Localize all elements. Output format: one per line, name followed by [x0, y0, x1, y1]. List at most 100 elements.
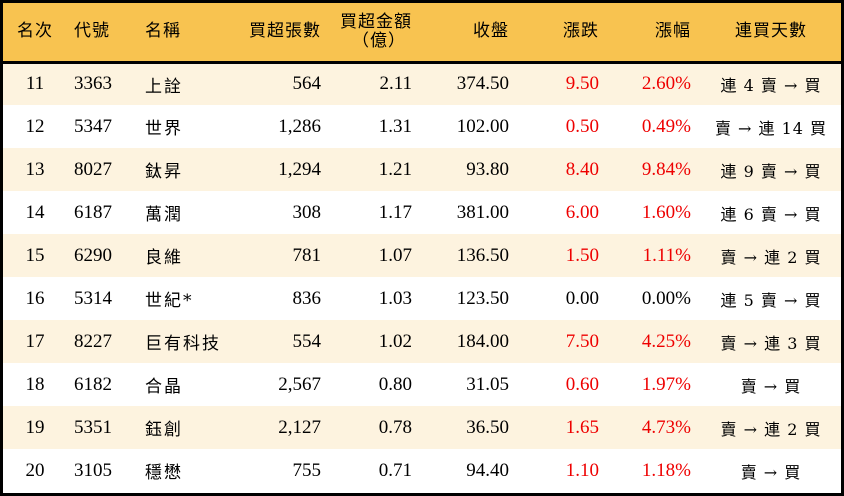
close-cell: 123.50 — [456, 287, 509, 309]
table-row: 18 6182 合晶 2,567 0.80 31.05 0.60 1.97% 賣… — [3, 363, 841, 406]
rank-cell: 16 — [25, 287, 45, 309]
header-row: 名次 代號 名稱 買超張數 買超金額 （億） 收盤 漲跌 漲幅 連買天數 — [3, 3, 841, 62]
header-code: 代號 — [74, 21, 110, 42]
net-buy-amount-cell: 1.31 — [378, 115, 412, 137]
table-row: 16 5314 世紀* 836 1.03 123.50 0.00 0.00% 連… — [3, 277, 841, 320]
change-pct-cell: 1.60% — [641, 201, 691, 223]
header-rank: 名次 — [17, 21, 53, 42]
header-close: 收盤 — [473, 21, 509, 42]
net-buy-amount-cell: 0.78 — [378, 416, 412, 438]
table-row: 13 8027 鈦昇 1,294 1.21 93.80 8.40 9.84% 連… — [3, 148, 841, 191]
rank-cell: 18 — [25, 373, 45, 395]
change-pct-cell: 1.11% — [642, 244, 691, 266]
net-buy-lots-cell: 2,567 — [278, 373, 321, 395]
streak-cell: 連 6 賣 → 買 — [720, 204, 822, 224]
close-cell: 102.00 — [456, 115, 509, 137]
code-cell: 5347 — [74, 115, 112, 137]
header-net-buy-amount: 買超金額 （億） — [323, 3, 418, 62]
net-buy-lots-cell: 781 — [292, 244, 322, 266]
streak-cell: 賣 → 連 3 買 — [720, 333, 822, 353]
change-cell: 1.50 — [565, 244, 599, 266]
table-row: 19 5351 鈺創 2,127 0.78 36.50 1.65 4.73% 賣… — [3, 406, 841, 449]
rank-cell: 19 — [25, 416, 45, 438]
close-cell: 381.00 — [456, 201, 509, 223]
net-buy-amount-cell: 1.17 — [378, 201, 412, 223]
table-row: 12 5347 世界 1,286 1.31 102.00 0.50 0.49% … — [3, 105, 841, 148]
code-cell: 3105 — [74, 459, 112, 481]
close-cell: 94.40 — [466, 459, 509, 481]
streak-cell: 賣 → 連 2 買 — [720, 419, 822, 439]
name-cell: 上詮 — [145, 76, 183, 97]
code-cell: 6187 — [74, 201, 112, 223]
code-cell: 8027 — [74, 158, 112, 180]
rank-cell: 13 — [25, 158, 45, 180]
change-pct-cell: 4.73% — [641, 416, 691, 438]
net-buy-amount-cell: 2.11 — [379, 73, 412, 95]
rank-cell: 15 — [25, 244, 45, 266]
net-buy-amount-cell: 0.71 — [378, 459, 412, 481]
name-cell: 穩懋 — [145, 463, 183, 483]
header-name: 名稱 — [145, 21, 181, 42]
code-cell: 8227 — [74, 330, 112, 352]
name-cell: 鈦昇 — [145, 162, 183, 182]
net-buy-lots-cell: 836 — [292, 287, 322, 309]
net-buy-lots-cell: 564 — [292, 73, 322, 95]
header-streak: 連買天數 — [735, 21, 807, 42]
change-cell: 7.50 — [565, 330, 599, 352]
name-cell: 合晶 — [145, 377, 183, 397]
streak-cell: 賣 → 買 — [740, 462, 802, 482]
code-cell: 5351 — [74, 416, 112, 438]
header-net-buy-amount-line1: 買超金額 — [340, 11, 412, 32]
rank-cell: 20 — [25, 459, 45, 481]
code-cell: 6182 — [74, 373, 112, 395]
change-pct-cell: 0.49% — [641, 115, 691, 137]
table-row: 15 6290 良維 781 1.07 136.50 1.50 1.11% 賣 … — [3, 234, 841, 277]
code-cell: 5314 — [74, 287, 112, 309]
header-net-buy-lots: 買超張數 — [249, 21, 321, 42]
name-cell: 世界 — [145, 119, 183, 139]
change-pct-cell: 0.00% — [641, 287, 691, 309]
name-cell: 鈺創 — [145, 420, 183, 440]
change-pct-cell: 1.18% — [641, 459, 691, 481]
name-cell: 世紀* — [145, 291, 194, 311]
change-cell: 0.00 — [565, 287, 599, 309]
code-cell: 6290 — [74, 244, 112, 266]
code-cell: 3363 — [74, 73, 112, 95]
net-buy-lots-cell: 2,127 — [278, 416, 321, 438]
name-cell: 巨有科技 — [145, 334, 221, 354]
net-buy-lots-cell: 554 — [292, 330, 322, 352]
net-buy-amount-cell: 1.21 — [378, 158, 412, 180]
net-buy-amount-cell: 1.07 — [378, 244, 412, 266]
change-cell: 1.65 — [565, 416, 599, 438]
name-cell: 良維 — [145, 248, 183, 268]
header-net-buy-amount-line2: （億） — [352, 30, 406, 51]
change-pct-cell: 4.25% — [641, 330, 691, 352]
change-pct-cell: 2.60% — [641, 73, 691, 95]
streak-cell: 連 9 賣 → 買 — [720, 161, 822, 181]
net-buy-ranking-table: 名次 代號 名稱 買超張數 買超金額 （億） 收盤 漲跌 漲幅 連買天數 11 … — [3, 3, 841, 492]
close-cell: 374.50 — [456, 73, 509, 95]
change-cell: 8.40 — [565, 158, 599, 180]
streak-cell: 賣 → 連 2 買 — [720, 247, 822, 267]
change-cell: 6.00 — [565, 201, 599, 223]
table-row: 11 3363 上詮 564 2.11 374.50 9.50 2.60% 連 … — [3, 62, 841, 105]
close-cell: 93.80 — [466, 158, 509, 180]
header-change-pct: 漲幅 — [655, 21, 691, 42]
rank-cell: 12 — [25, 115, 45, 137]
change-pct-cell: 9.84% — [641, 158, 691, 180]
rank-cell: 17 — [25, 330, 45, 352]
streak-cell: 連 5 賣 → 買 — [720, 290, 822, 310]
change-pct-cell: 1.97% — [641, 373, 691, 395]
change-cell: 0.50 — [565, 115, 599, 137]
header-change: 漲跌 — [563, 21, 599, 42]
close-cell: 184.00 — [456, 330, 509, 352]
net-buy-amount-cell: 1.03 — [378, 287, 412, 309]
change-cell: 9.50 — [565, 73, 599, 95]
streak-cell: 賣 → 買 — [740, 376, 802, 396]
change-cell: 0.60 — [565, 373, 599, 395]
net-buy-amount-cell: 0.80 — [378, 373, 412, 395]
name-cell: 萬潤 — [145, 205, 183, 225]
table-row: 17 8227 巨有科技 554 1.02 184.00 7.50 4.25% … — [3, 320, 841, 363]
streak-cell: 連 4 賣 → 買 — [720, 76, 822, 96]
